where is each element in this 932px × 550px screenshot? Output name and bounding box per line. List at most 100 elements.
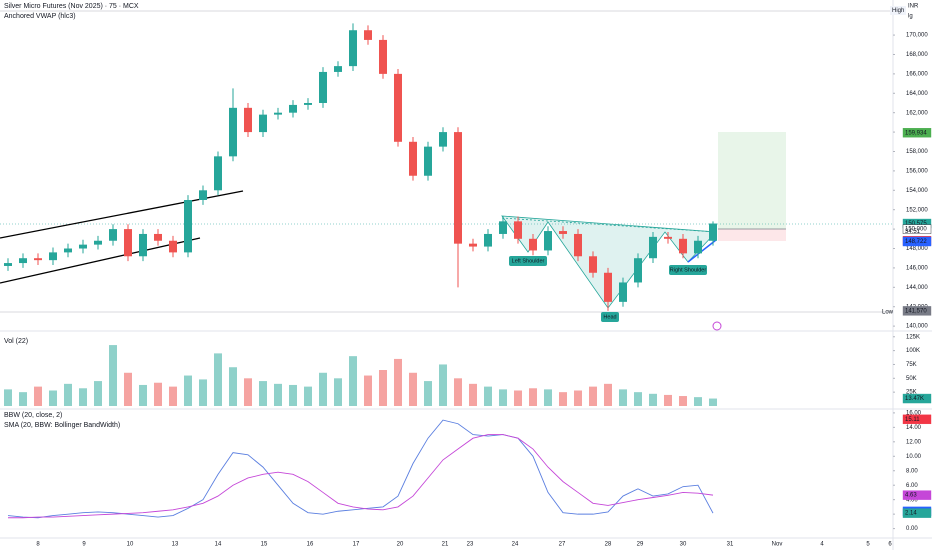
channel-lower[interactable] (0, 237, 201, 284)
volume-bar (484, 386, 492, 406)
price-tag (902, 128, 932, 138)
x-tick-label: Nov (772, 542, 783, 548)
price-tag-label: 148,722 (905, 239, 927, 245)
volume-bar (109, 345, 117, 406)
y-tick-label: 154,000 (906, 188, 928, 194)
volume-bar (49, 390, 57, 406)
y-tick-label: 140,000 (906, 324, 928, 330)
price-tag-label: 159,934 (905, 130, 927, 136)
long-position-stop[interactable] (718, 229, 786, 241)
price-tag-label: 141,570 (905, 308, 927, 314)
y-tick-label: 170,000 (906, 33, 928, 39)
volume-bar (469, 383, 477, 406)
candle-body (124, 229, 132, 257)
annotation-bg[interactable] (601, 312, 619, 322)
candle-body (424, 146, 432, 176)
annotation-bg[interactable] (509, 256, 547, 266)
candle-body (469, 243, 477, 247)
candle-body (634, 258, 642, 283)
y-tick-label: 152,000 (906, 207, 928, 213)
y-tick-label: 156,000 (906, 168, 928, 174)
candle-body (214, 156, 222, 191)
candle-body (349, 30, 357, 67)
volume-bar (499, 389, 507, 406)
x-tick-label: 5 (866, 542, 870, 548)
volume-bar (274, 383, 282, 406)
volume-bar (19, 392, 27, 406)
volume-bar (364, 375, 372, 406)
volume-bar (304, 386, 312, 406)
volume-bar (424, 381, 432, 406)
y-tick-label: 0.00 (906, 526, 918, 532)
x-tick-label: 31 (727, 542, 734, 548)
candle-body (649, 236, 657, 259)
volume-bar (514, 390, 522, 406)
candle-body (364, 30, 372, 40)
x-tick-label: 20 (397, 542, 404, 548)
candle-body (664, 236, 672, 239)
x-tick-label: 17 (353, 542, 360, 548)
candle-body (604, 272, 612, 302)
x-tick-label: 9 (82, 542, 86, 548)
y-tick-label: 146,000 (906, 265, 928, 271)
candle-body (34, 258, 42, 261)
y-tick-label: 144,000 (906, 285, 928, 291)
y-tick-label: 158,000 (906, 149, 928, 155)
pane-title: Vol (22) (4, 338, 28, 345)
x-tick-label: 16 (307, 542, 314, 548)
candle-body (589, 256, 597, 273)
volume-bar (289, 384, 297, 406)
candle-body (409, 141, 417, 176)
candle-body (259, 114, 267, 133)
candle-body (229, 107, 237, 157)
annotation-bg[interactable] (669, 265, 707, 275)
y-tick-label: 25K (906, 390, 917, 396)
y-tick-label: 100K (906, 348, 920, 354)
price-tag (902, 490, 932, 500)
long-position-target[interactable] (718, 132, 786, 229)
candle-body (394, 73, 402, 142)
candle-body (319, 71, 327, 103)
y-tick-label: 16.00 (906, 410, 922, 416)
chart-title: Silver Micro Futures (Nov 2025) · 75 · M… (4, 3, 139, 10)
event-icon[interactable] (712, 321, 722, 331)
candle-body (139, 233, 147, 257)
low-tag: Low (882, 310, 894, 316)
x-tick-label: 24 (512, 542, 519, 548)
candle-body (499, 221, 507, 234)
x-tick-label: 27 (559, 542, 566, 548)
y-tick-label: 164,000 (906, 91, 928, 97)
candle-body (529, 238, 537, 251)
candle-body (109, 229, 117, 241)
candle-body (694, 240, 702, 254)
price-tag (902, 306, 932, 316)
annotation: Head (603, 314, 616, 320)
y-tick-label: 6.00 (906, 483, 918, 489)
x-tick-label: 15 (261, 542, 268, 548)
volume-bar (124, 372, 132, 406)
indicator-line (8, 434, 714, 519)
volume-bar (244, 378, 252, 406)
scale-mode[interactable]: lg (908, 14, 913, 20)
x-tick-label: 29 (637, 542, 644, 548)
volume-bar (154, 382, 162, 406)
volume-bar (559, 392, 567, 406)
price-tag-label: 150,575 (905, 221, 927, 227)
candle-body (454, 132, 462, 244)
candle-body (154, 233, 162, 241)
y-tick-label: 50K (906, 376, 917, 382)
volume-bar (79, 388, 87, 406)
y-tick-label: 14.00 (906, 425, 922, 431)
candle-body (4, 263, 12, 266)
candle-body (379, 39, 387, 74)
volume-bar (394, 358, 402, 406)
volume-bar (64, 383, 72, 406)
candle-body (304, 102, 312, 105)
volume-bar (199, 379, 207, 406)
price-tag (902, 224, 932, 234)
volume-bar (334, 378, 342, 406)
candle-body (49, 252, 57, 261)
indicator-label: Anchored VWAP (hlc3) (4, 13, 76, 20)
high-tag-bg (890, 6, 906, 15)
volume-bar (679, 396, 687, 406)
